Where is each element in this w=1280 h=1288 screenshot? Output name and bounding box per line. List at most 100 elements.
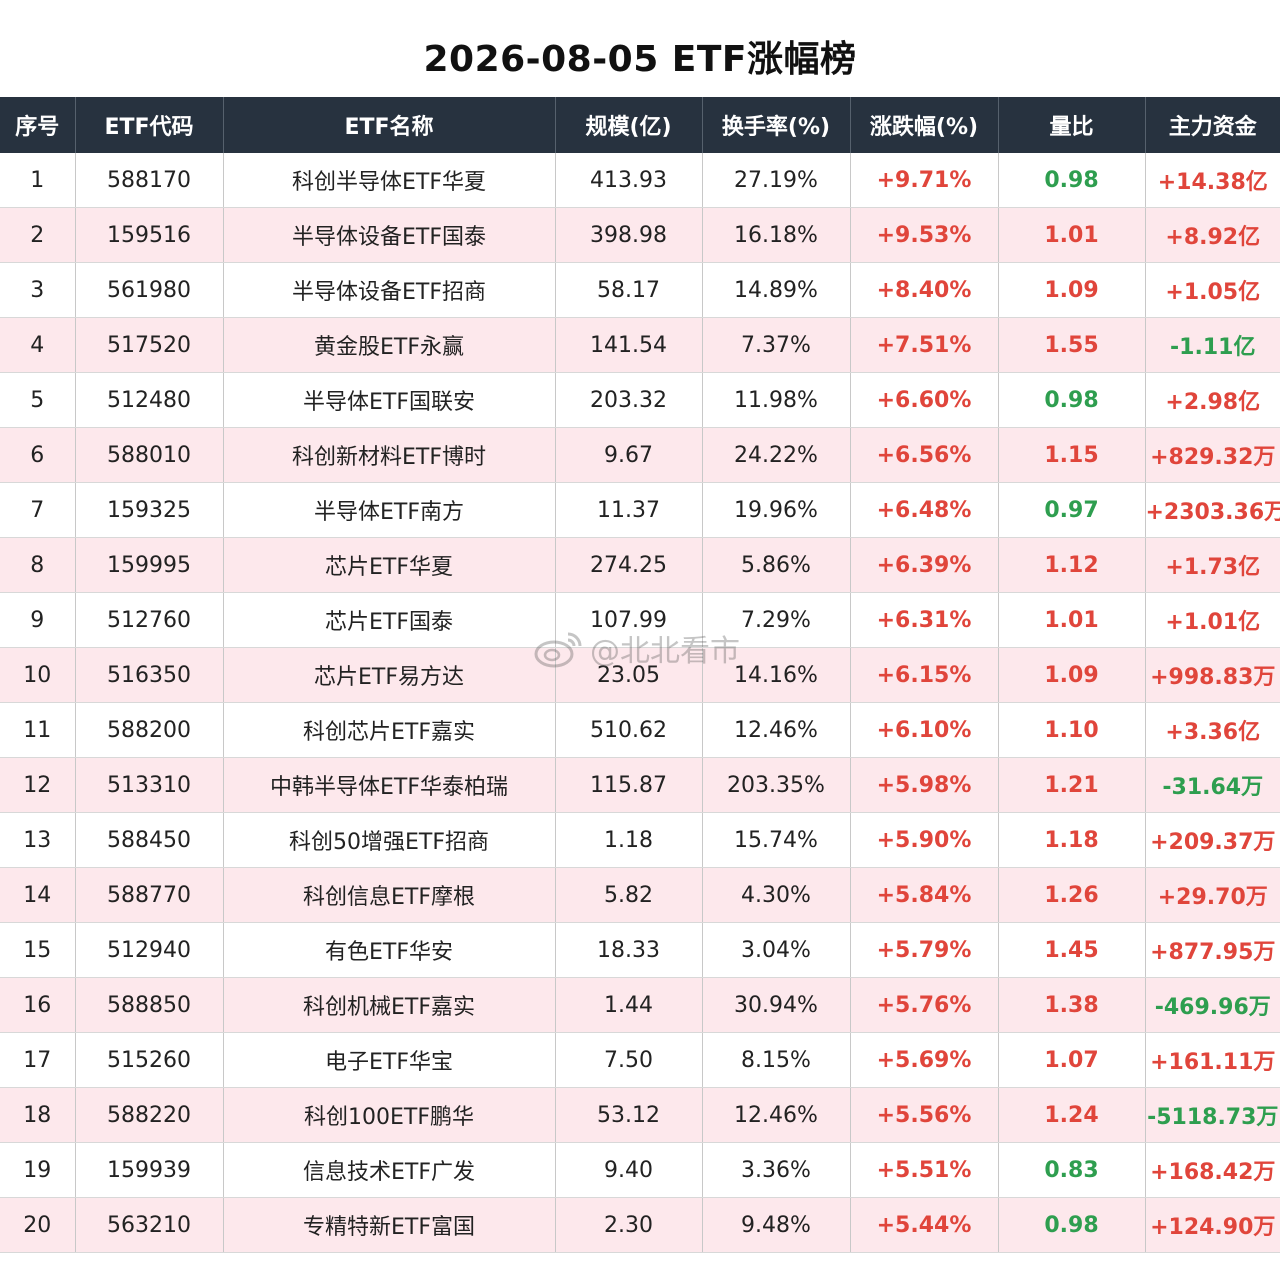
cell-rank: 20 — [0, 1197, 76, 1253]
cell-volume-ratio: 1.12 — [998, 537, 1146, 593]
cell-main-flow: +209.37万 — [1145, 812, 1280, 868]
cell-name: 科创50增强ETF招商 — [223, 812, 556, 868]
table-row: 6 588010 科创新材料ETF博时 9.67 24.22% +6.56% 1.15 +82… — [0, 427, 1280, 483]
table-row: 10 516350 芯片ETF易方达 23.05 14.16% +6.15% 1.09 +99… — [0, 647, 1280, 703]
cell-volume-ratio: 1.01 — [998, 592, 1146, 648]
cell-code: 561980 — [75, 262, 224, 318]
cell-scale: 58.17 — [555, 262, 703, 318]
cell-volume-ratio: 0.98 — [998, 372, 1146, 428]
cell-turnover: 14.16% — [702, 647, 851, 703]
cell-scale: 18.33 — [555, 922, 703, 978]
cell-turnover: 24.22% — [702, 427, 851, 483]
cell-scale: 1.18 — [555, 812, 703, 868]
cell-change: +9.53% — [850, 207, 999, 263]
cell-main-flow: +1.73亿 — [1145, 537, 1280, 593]
cell-change: +6.10% — [850, 702, 999, 758]
col-header-turnover: 换手率(%) — [702, 97, 851, 153]
cell-volume-ratio: 1.01 — [998, 207, 1146, 263]
table-row: 4 517520 黄金股ETF永赢 141.54 7.37% +7.51% 1.55 -1.1… — [0, 317, 1280, 373]
cell-main-flow: +2303.36万 — [1145, 482, 1280, 538]
cell-turnover: 15.74% — [702, 812, 851, 868]
cell-main-flow: -31.64万 — [1145, 757, 1280, 813]
cell-scale: 203.32 — [555, 372, 703, 428]
cell-name: 中韩半导体ETF华泰柏瑞 — [223, 757, 556, 813]
cell-code: 588770 — [75, 867, 224, 923]
table-row: 8 159995 芯片ETF华夏 274.25 5.86% +6.39% 1.12 +1.73… — [0, 537, 1280, 593]
cell-rank: 2 — [0, 207, 76, 263]
cell-change: +5.44% — [850, 1197, 999, 1253]
cell-scale: 9.67 — [555, 427, 703, 483]
cell-name: 科创100ETF鹏华 — [223, 1087, 556, 1143]
cell-scale: 11.37 — [555, 482, 703, 538]
table-row: 18 588220 科创100ETF鹏华 53.12 12.46% +5.56% 1.24-… — [0, 1087, 1280, 1143]
cell-volume-ratio: 1.10 — [998, 702, 1146, 758]
cell-volume-ratio: 0.83 — [998, 1142, 1146, 1198]
cell-turnover: 19.96% — [702, 482, 851, 538]
cell-scale: 5.82 — [555, 867, 703, 923]
cell-turnover: 3.04% — [702, 922, 851, 978]
cell-change: +6.48% — [850, 482, 999, 538]
cell-main-flow: +161.11万 — [1145, 1032, 1280, 1088]
col-header-rank: 序号 — [0, 97, 76, 153]
cell-rank: 12 — [0, 757, 76, 813]
cell-change: +8.40% — [850, 262, 999, 318]
cell-code: 512940 — [75, 922, 224, 978]
cell-volume-ratio: 1.55 — [998, 317, 1146, 373]
cell-scale: 115.87 — [555, 757, 703, 813]
cell-rank: 17 — [0, 1032, 76, 1088]
cell-code: 515260 — [75, 1032, 224, 1088]
table-row: 14 588770 科创信息ETF摩根 5.82 4.30% +5.84% 1.26 +29.… — [0, 867, 1280, 923]
cell-volume-ratio: 1.38 — [998, 977, 1146, 1033]
cell-code: 588850 — [75, 977, 224, 1033]
cell-change: +5.76% — [850, 977, 999, 1033]
cell-main-flow: +1.01亿 — [1145, 592, 1280, 648]
cell-change: +5.69% — [850, 1032, 999, 1088]
cell-volume-ratio: 1.15 — [998, 427, 1146, 483]
table-row: 13 588450 科创50增强ETF招商 1.18 15.74% +5.90% 1.18 +… — [0, 812, 1280, 868]
cell-rank: 4 — [0, 317, 76, 373]
table-row: 1 588170 科创半导体ETF华夏 413.93 27.19% +9.71% 0.98 +… — [0, 153, 1280, 208]
cell-turnover: 14.89% — [702, 262, 851, 318]
cell-code: 588450 — [75, 812, 224, 868]
cell-change: +5.90% — [850, 812, 999, 868]
cell-scale: 7.50 — [555, 1032, 703, 1088]
cell-name: 电子ETF华宝 — [223, 1032, 556, 1088]
cell-rank: 7 — [0, 482, 76, 538]
cell-main-flow: -5118.73万 — [1145, 1087, 1280, 1143]
cell-turnover: 3.36% — [702, 1142, 851, 1198]
cell-name: 信息技术ETF广发 — [223, 1142, 556, 1198]
cell-rank: 3 — [0, 262, 76, 318]
cell-code: 517520 — [75, 317, 224, 373]
cell-turnover: 12.46% — [702, 702, 851, 758]
cell-main-flow: +8.92亿 — [1145, 207, 1280, 263]
page-title: 2026-08-05 ETF涨幅榜 — [423, 39, 857, 80]
cell-code: 512480 — [75, 372, 224, 428]
cell-main-flow: +829.32万 — [1145, 427, 1280, 483]
cell-change: +7.51% — [850, 317, 999, 373]
cell-name: 科创机械ETF嘉实 — [223, 977, 556, 1033]
cell-rank: 14 — [0, 867, 76, 923]
cell-name: 有色ETF华安 — [223, 922, 556, 978]
table-row: 17 515260 电子ETF华宝 7.50 8.15% +5.69% 1.07 +161.1… — [0, 1032, 1280, 1088]
cell-code: 159516 — [75, 207, 224, 263]
cell-name: 半导体ETF南方 — [223, 482, 556, 538]
cell-volume-ratio: 0.98 — [998, 1197, 1146, 1253]
cell-rank: 16 — [0, 977, 76, 1033]
cell-turnover: 203.35% — [702, 757, 851, 813]
table-row: 12 513310 中韩半导体ETF华泰柏瑞 115.87 203.35% +5.98% 1… — [0, 757, 1280, 813]
cell-change: +6.60% — [850, 372, 999, 428]
cell-change: +6.56% — [850, 427, 999, 483]
cell-main-flow: +124.90万 — [1145, 1197, 1280, 1253]
table-row: 16 588850 科创机械ETF嘉实 1.44 30.94% +5.76% 1.38 -46… — [0, 977, 1280, 1033]
cell-change: +9.71% — [850, 153, 999, 208]
cell-code: 512760 — [75, 592, 224, 648]
cell-name: 科创芯片ETF嘉实 — [223, 702, 556, 758]
etf-ranking-table: 序号 ETF代码 ETF名称 规模(亿) 换手率(%) 涨跌幅(%) 量比 主力… — [0, 97, 1280, 1253]
cell-scale: 107.99 — [555, 592, 703, 648]
cell-rank: 15 — [0, 922, 76, 978]
cell-code: 159325 — [75, 482, 224, 538]
col-header-code: ETF代码 — [75, 97, 224, 153]
cell-volume-ratio: 0.97 — [998, 482, 1146, 538]
col-header-main-flow: 主力资金 — [1145, 97, 1280, 153]
cell-volume-ratio: 1.07 — [998, 1032, 1146, 1088]
